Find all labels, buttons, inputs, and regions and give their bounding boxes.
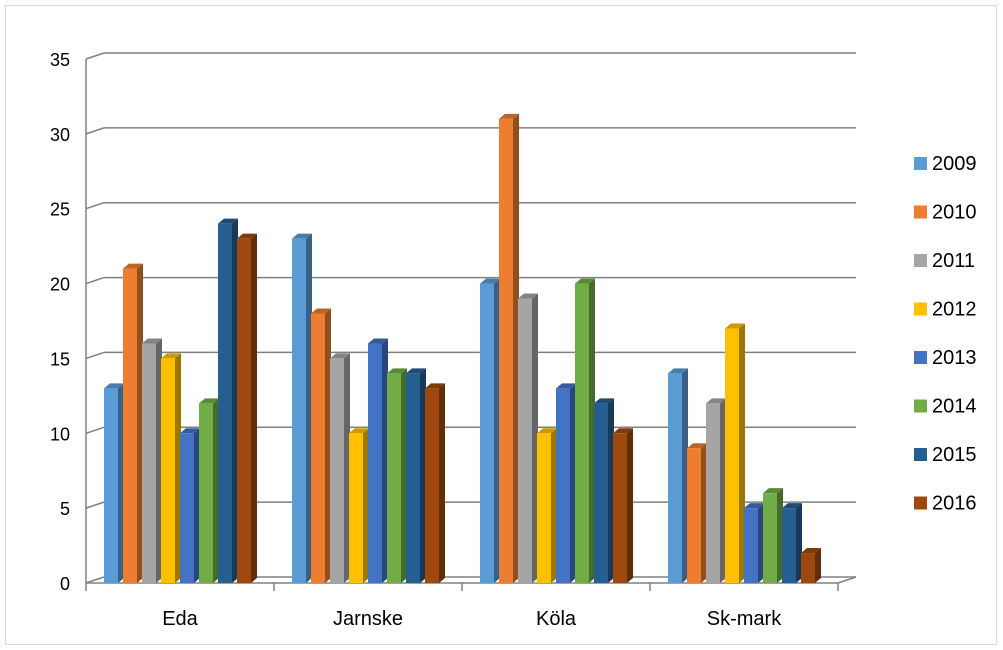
gridline xyxy=(85,52,856,60)
y-tick-label: 35 xyxy=(50,50,70,70)
bar xyxy=(537,428,557,583)
bar xyxy=(161,353,181,583)
bar xyxy=(218,218,238,583)
category-label: Sk-mark xyxy=(707,608,782,630)
legend-label: 2012 xyxy=(932,299,977,321)
category-label: Eda xyxy=(162,608,198,630)
legend-swatch xyxy=(914,157,927,170)
bar xyxy=(687,443,707,583)
legend-swatch xyxy=(914,254,927,267)
legend-label: 2009 xyxy=(932,153,977,175)
floor-edge xyxy=(837,576,857,584)
bar xyxy=(613,428,633,583)
legend-label: 2015 xyxy=(932,444,977,466)
legend-item: 2011 xyxy=(914,250,975,272)
legend: 2009 2010 2011 2012 2013 2014 2015 2016 xyxy=(914,153,977,515)
legend-item: 2009 xyxy=(914,153,977,175)
legend-swatch xyxy=(914,205,927,219)
gridline xyxy=(85,276,856,285)
legend-swatch xyxy=(914,399,927,413)
bar xyxy=(575,278,595,583)
bar xyxy=(104,383,124,583)
legend-label: 2016 xyxy=(932,493,977,515)
bar xyxy=(142,338,162,583)
bar xyxy=(292,233,312,583)
bar xyxy=(123,263,143,583)
gridline xyxy=(85,201,856,210)
bar xyxy=(180,428,200,583)
bar xyxy=(763,488,783,583)
legend-swatch xyxy=(914,351,927,364)
y-tick-label: 5 xyxy=(60,499,70,519)
bar xyxy=(706,398,726,583)
y-tick-label: 20 xyxy=(50,275,70,295)
y-tick-label: 0 xyxy=(60,574,70,594)
legend-label: 2010 xyxy=(932,202,977,224)
gridline xyxy=(85,127,856,135)
legend-label: 2011 xyxy=(932,250,975,272)
bar xyxy=(801,548,821,583)
bar xyxy=(387,368,407,583)
bar xyxy=(425,383,445,583)
legend-item: 2013 xyxy=(914,347,977,369)
legend-item: 2016 xyxy=(914,493,977,515)
legend-item: 2015 xyxy=(914,444,977,466)
legend-label: 2014 xyxy=(932,396,977,418)
legend-swatch xyxy=(914,496,927,510)
bar xyxy=(368,338,388,583)
bar xyxy=(668,368,688,583)
legend-item: 2014 xyxy=(914,396,977,418)
legend-label: 2013 xyxy=(932,347,977,369)
bar xyxy=(744,503,764,583)
bar xyxy=(406,368,426,583)
legend-item: 2012 xyxy=(914,299,977,321)
bar xyxy=(782,503,802,583)
category-label: Köla xyxy=(536,608,577,630)
y-tick-label: 15 xyxy=(50,349,70,369)
legend-swatch xyxy=(914,448,927,461)
bar xyxy=(518,293,538,583)
category-label: Jarnske xyxy=(333,608,403,630)
legend-item: 2010 xyxy=(914,202,977,224)
legend-swatch xyxy=(914,302,927,316)
bar xyxy=(237,233,257,583)
bar xyxy=(480,278,500,583)
bar xyxy=(330,353,350,583)
bar xyxy=(311,308,331,583)
bar xyxy=(594,398,614,583)
y-tick-label: 25 xyxy=(50,200,70,220)
bars xyxy=(104,113,821,583)
y-tick-label: 10 xyxy=(50,424,70,444)
bar xyxy=(499,113,519,583)
bar xyxy=(725,323,745,583)
y-tick-label: 30 xyxy=(50,125,70,145)
bar xyxy=(199,398,219,583)
bar xyxy=(349,428,369,583)
axis-labels: 0 5 10 15 20 25 30 35 Eda Jarnske Köla Sk-mark xyxy=(50,50,782,630)
bar xyxy=(556,383,576,583)
